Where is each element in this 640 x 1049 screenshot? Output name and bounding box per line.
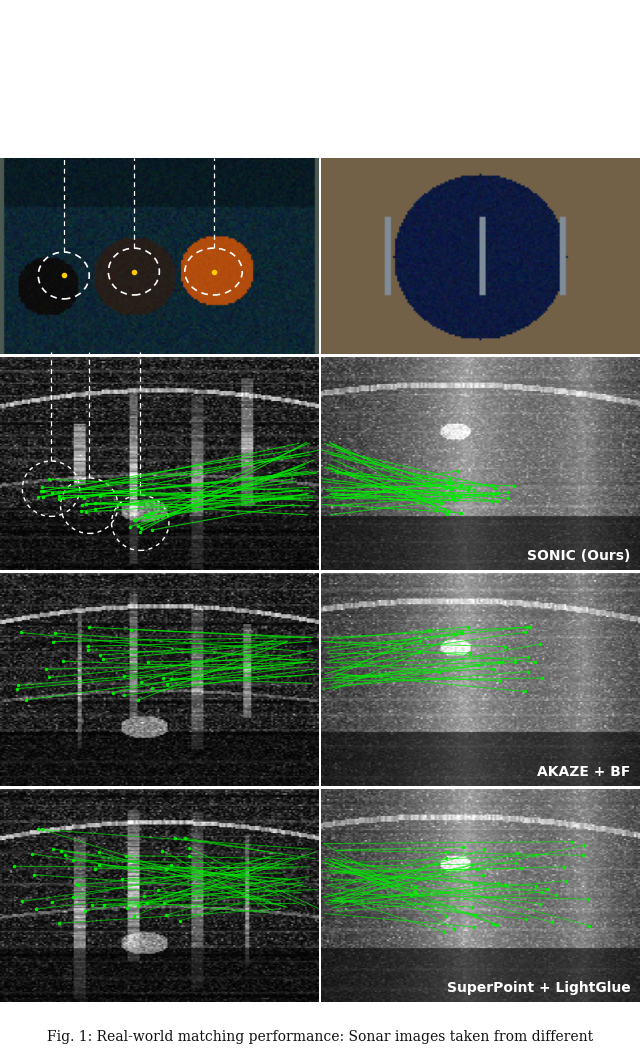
Text: SONIC (Ours): SONIC (Ours) [527,550,630,563]
Text: SuperPoint + LightGlue: SuperPoint + LightGlue [447,982,630,996]
Text: Fig. 1: Real-world matching performance: Sonar images taken from different: Fig. 1: Real-world matching performance:… [47,1030,593,1044]
Text: AKAZE + BF: AKAZE + BF [537,766,630,779]
